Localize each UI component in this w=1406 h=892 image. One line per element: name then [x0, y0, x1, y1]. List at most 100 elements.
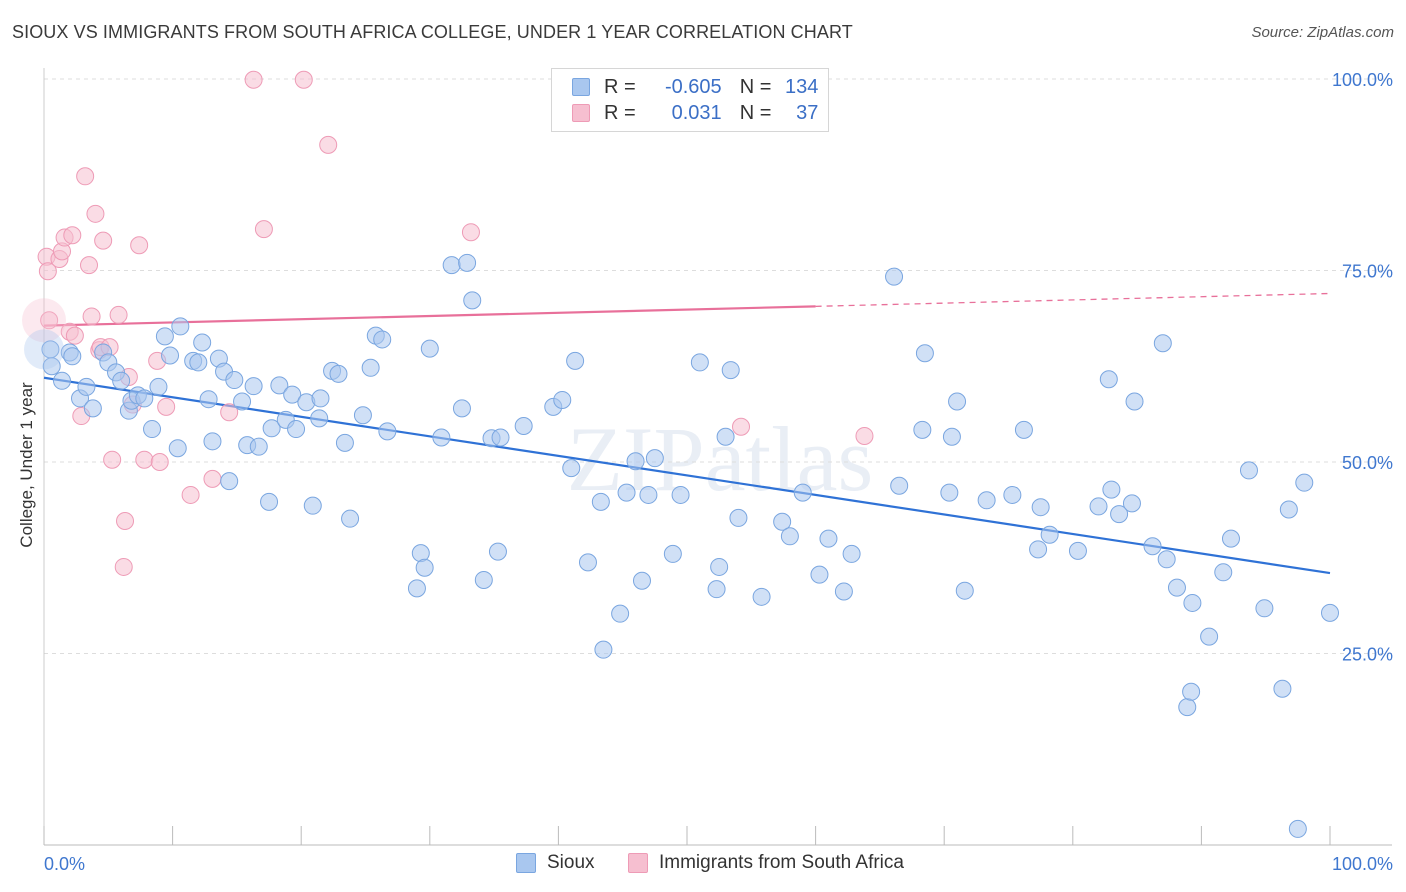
- sioux-point: [373, 330, 392, 349]
- sioux-point: [710, 557, 729, 576]
- sioux-point: [1221, 529, 1240, 548]
- sioux-point: [594, 640, 613, 659]
- y-tick-label: 50.0%: [1342, 453, 1393, 473]
- sioux-point: [915, 344, 934, 363]
- sioux-point: [474, 570, 493, 589]
- sioux-point: [645, 449, 664, 468]
- sioux-point: [452, 399, 471, 418]
- sioux-point: [149, 377, 168, 396]
- sioux-point: [83, 399, 102, 418]
- sioux-point: [1167, 578, 1186, 597]
- n-value: 37: [796, 101, 819, 124]
- series-legend: Sioux Immigrants from South Africa: [0, 852, 1406, 878]
- sioux-point: [913, 420, 932, 439]
- south-africa-point: [220, 403, 239, 422]
- r-label: R =: [604, 75, 636, 98]
- south-africa-point: [38, 262, 57, 281]
- south-africa-point: [40, 311, 59, 330]
- sioux-point: [1157, 550, 1176, 569]
- sioux-point: [1255, 599, 1274, 618]
- sioux-point: [270, 376, 289, 395]
- n-label: N =: [739, 75, 772, 98]
- sioux-point: [378, 422, 397, 441]
- y-tick-label: 100.0%: [1332, 70, 1393, 90]
- sioux-point: [189, 353, 208, 372]
- south-africa-point: [150, 453, 169, 471]
- sioux-point: [311, 389, 330, 408]
- sioux-point: [1214, 563, 1233, 582]
- sioux-point: [948, 392, 967, 411]
- sioux-point: [233, 392, 252, 411]
- sioux-point-cluster: [24, 329, 64, 370]
- sioux-point: [1178, 698, 1197, 717]
- r-label: R =: [604, 101, 636, 124]
- sioux-point: [225, 371, 244, 390]
- south-africa-point-cluster: [22, 298, 66, 343]
- sioux-point: [171, 317, 190, 336]
- trend-line-south-africa: [43, 305, 816, 327]
- south-africa-point: [461, 223, 480, 242]
- sioux-point: [591, 492, 610, 511]
- sioux-point: [262, 419, 281, 438]
- y-tick-label: 25.0%: [1342, 645, 1393, 665]
- legend-item-sioux[interactable]: Sioux: [516, 852, 595, 874]
- south-africa-point: [130, 236, 149, 255]
- sioux-point: [793, 483, 812, 502]
- south-africa-point: [157, 397, 176, 416]
- sioux-point: [514, 416, 533, 435]
- south-africa-point: [114, 557, 133, 576]
- sioux-point: [977, 491, 996, 510]
- south-africa-point: [65, 326, 84, 345]
- south-africa-point: [135, 450, 154, 469]
- sioux-point: [834, 582, 853, 601]
- legend-label: Sioux: [547, 852, 595, 873]
- legend-label: Immigrants from South Africa: [659, 852, 904, 873]
- n-label: N =: [739, 101, 772, 124]
- south-africa-point: [76, 167, 95, 186]
- sioux-point: [1122, 494, 1141, 513]
- sioux-point: [1040, 525, 1059, 544]
- sioux-point: [1183, 593, 1202, 612]
- sioux-point: [1014, 420, 1033, 439]
- sioux-point: [632, 571, 651, 590]
- sioux-point: [553, 390, 572, 409]
- sioux-point: [199, 390, 218, 409]
- sioux-point: [341, 509, 360, 528]
- sioux-point: [303, 496, 322, 515]
- south-africa-point: [254, 220, 273, 239]
- sioux-point: [842, 544, 861, 563]
- sioux-point: [890, 476, 909, 495]
- sioux-point: [752, 587, 771, 606]
- south-africa-point: [109, 305, 128, 324]
- sioux-point: [463, 291, 482, 310]
- sioux-point: [63, 347, 82, 366]
- south-africa-point: [82, 307, 101, 326]
- sioux-point: [611, 604, 630, 623]
- x-tick-label: 100.0%: [1332, 854, 1393, 874]
- tick-labels: 100.0% 75.0% 50.0% 25.0% 0.0% 100.0%: [44, 70, 1393, 874]
- trend-line-extension: [815, 292, 1331, 307]
- legend-row-south-africa: R = 0.031 N = 37: [572, 100, 818, 126]
- sioux-point: [1153, 334, 1172, 353]
- sioux-point: [1068, 541, 1087, 560]
- legend-item-south-africa[interactable]: Immigrants from South Africa: [628, 852, 904, 874]
- sioux-point: [1089, 497, 1108, 516]
- sioux-point: [1125, 392, 1144, 411]
- sioux-point: [432, 428, 451, 447]
- sioux-point: [671, 485, 690, 504]
- south-africa-point: [116, 511, 135, 530]
- source-label: Source: ZipAtlas.com: [1251, 24, 1394, 41]
- sioux-point: [283, 385, 302, 404]
- sioux-point: [415, 558, 434, 577]
- south-africa-point: [80, 256, 99, 275]
- watermark: ZIPatlas: [567, 408, 874, 510]
- sioux-point: [578, 553, 597, 572]
- south-africa-point: [86, 204, 105, 223]
- sioux-point: [639, 485, 658, 504]
- sioux-point: [716, 427, 735, 446]
- sioux-point: [143, 420, 162, 439]
- sioux-point: [780, 527, 799, 546]
- sioux-point: [1273, 679, 1292, 698]
- sioux-point: [458, 253, 477, 272]
